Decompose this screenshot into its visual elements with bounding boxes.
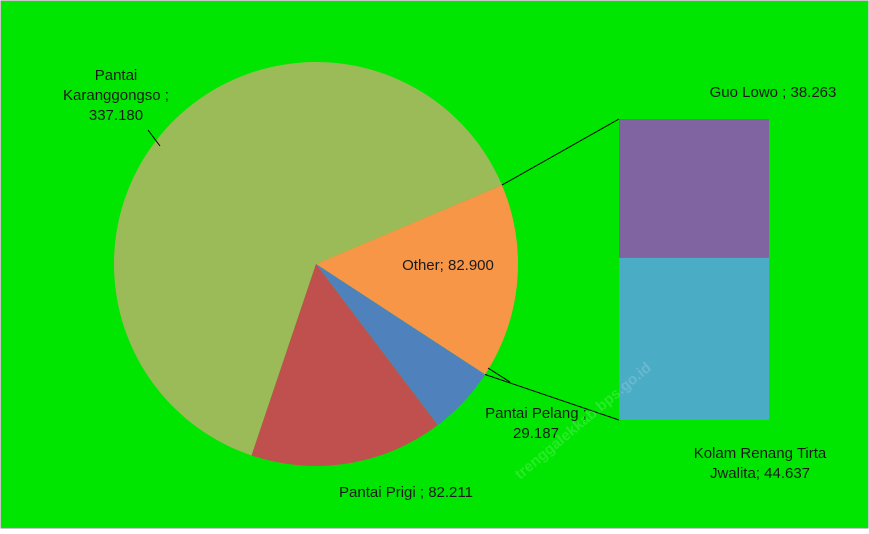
connector-lines — [484, 118, 620, 421]
data-label-line: Jwalita; 44.637 — [710, 465, 810, 482]
data-label-line: Kolam Renang Tirta — [694, 445, 827, 462]
data-label-pantai-pelang: Pantai Pelang ; 29.187 — [485, 405, 587, 442]
pie-slice-pantai-pelang — [316, 264, 486, 426]
pie-slice-other — [316, 185, 519, 375]
data-label-line: 29.187 — [513, 425, 559, 442]
data-label-pantai-prigi: Pantai Prigi ; 82.211 — [339, 484, 473, 501]
data-label-line: Guo Lowo ; 38.263 — [710, 84, 837, 101]
connector-line-bottom — [484, 373, 620, 421]
secondary-bar — [619, 119, 769, 420]
data-label-line: Karanggongso ; — [63, 87, 169, 104]
pie-slice-pantai-karanggongso — [113, 62, 502, 456]
data-label-line: 337.180 — [89, 107, 143, 124]
data-label-line: Pantai Pelang ; — [485, 405, 587, 422]
data-label-line: Pantai Prigi ; 82.211 — [339, 484, 473, 501]
data-label-pantai-karanggongso: Pantai Karanggongso ; 337.180 — [63, 67, 169, 124]
data-label-kolam-renang-tirta-jwalita: Kolam Renang Tirta Jwalita; 44.637 — [694, 445, 827, 482]
leader-line-pantai-karanggongso — [147, 129, 161, 147]
pie-slices — [113, 62, 519, 466]
bar-segment-guo-lowo — [619, 119, 769, 258]
data-label-line: Other; 82.900 — [402, 257, 494, 274]
pie-slice-pantai-prigi — [251, 264, 438, 466]
data-label-other: Other; 82.900 — [402, 257, 494, 274]
bar-segment-kolam-renang-tirta-jwalita — [619, 257, 769, 420]
connector-line-top — [501, 118, 620, 186]
data-label-line: Pantai — [95, 67, 138, 84]
data-label-guo-lowo: Guo Lowo ; 38.263 — [710, 84, 837, 101]
leader-line-pantai-pelang — [487, 367, 511, 383]
data-labels: Pantai Karanggongso ; 337.180 Other; 82.900… — [63, 67, 836, 501]
